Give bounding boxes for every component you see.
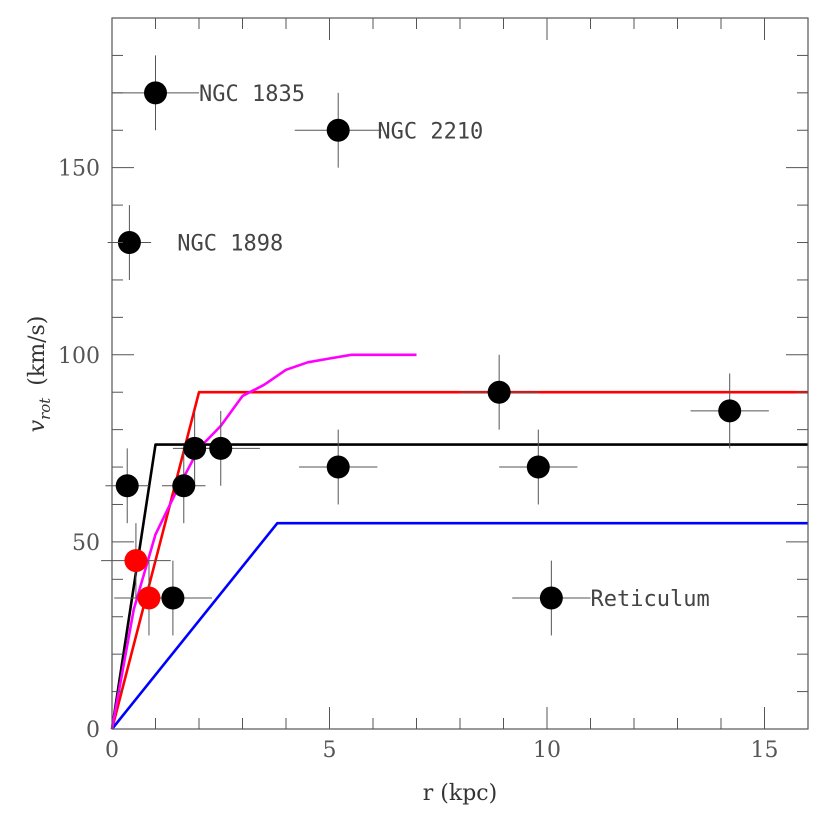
- curve-2: [110, 521, 808, 730]
- x-tick-label: 0: [105, 738, 119, 763]
- black-point-8: [326, 455, 350, 479]
- y-tick-label: 50: [72, 531, 100, 556]
- y-axis-label: vrot (km/s): [25, 316, 54, 433]
- black-point-10: [526, 455, 550, 479]
- black-point-9: [487, 380, 511, 404]
- black-point-5: [183, 436, 207, 460]
- annotation-3: Reticulum: [591, 587, 710, 612]
- black-point-11: [539, 586, 563, 610]
- annotation-1: NGC 2210: [377, 119, 483, 144]
- black-point-12: [718, 399, 742, 423]
- annotations: NGC 1835 NGC 2210 NGC 1898 Reticulum: [177, 82, 709, 612]
- x-tick-label: 5: [323, 738, 337, 763]
- curve-3: [110, 353, 417, 730]
- y-axis-label-main: v: [25, 419, 50, 432]
- y-tick-label: 100: [58, 344, 100, 369]
- black-point-7: [161, 586, 185, 610]
- data-points: [115, 81, 742, 610]
- curve-1: [110, 390, 808, 730]
- y-tick-label: 0: [86, 718, 100, 743]
- plot-frame: [111, 17, 809, 730]
- x-axis-label: r (kpc): [423, 781, 497, 806]
- annotation-2: NGC 1898: [177, 232, 283, 257]
- y-axis-label-sub: rot: [36, 397, 54, 420]
- black-point-0: [144, 81, 167, 105]
- y-axis-label-unit: (km/s): [25, 316, 50, 386]
- curve-0: [110, 443, 808, 730]
- black-point-6: [209, 436, 233, 460]
- black-point-1: [326, 118, 350, 142]
- y-tick-label: 150: [58, 157, 100, 182]
- svg-text:vrot(km/s): vrot (km/s): [25, 316, 54, 433]
- model-curves: [110, 353, 808, 730]
- black-point-3: [115, 474, 139, 498]
- x-tick-label: 10: [533, 738, 561, 763]
- black-point-4: [172, 474, 196, 498]
- annotation-0: NGC 1835: [199, 82, 305, 107]
- red-point-0: [124, 549, 148, 573]
- x-tick-label: 15: [751, 738, 779, 763]
- black-point-2: [117, 231, 141, 255]
- red-point-1: [137, 586, 161, 610]
